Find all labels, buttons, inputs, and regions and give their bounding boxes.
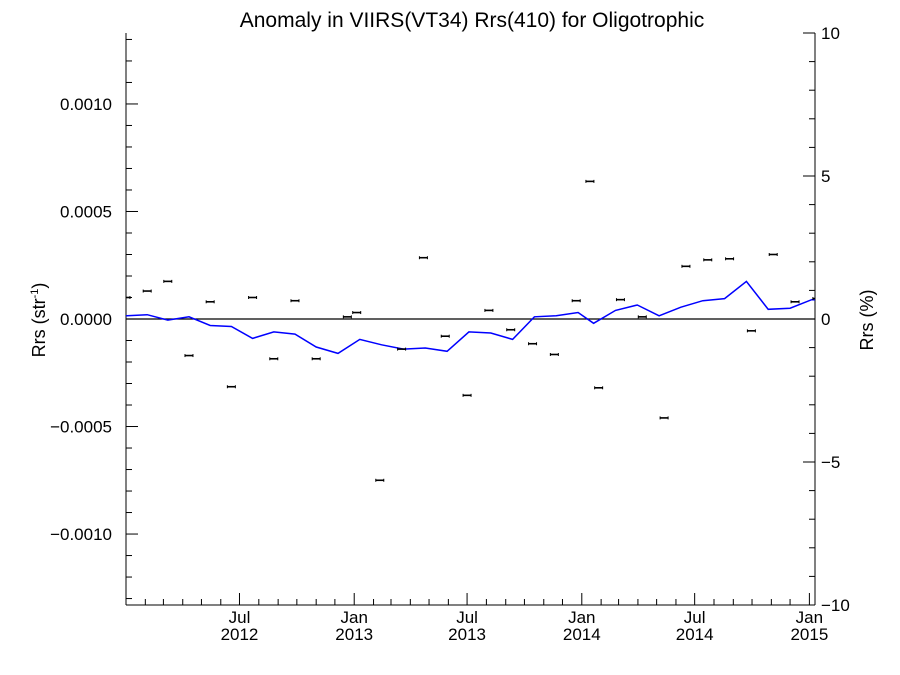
blue-series-line — [126, 280, 815, 355]
data-point — [269, 357, 279, 361]
x-tick-label-year: 2013 — [335, 625, 373, 644]
y-tick-label-right: 5 — [821, 167, 830, 186]
data-point — [768, 252, 778, 256]
y-tick-label-left: 0.0005 — [60, 202, 112, 221]
data-point — [746, 329, 756, 333]
y-axis-label-right: Rrs (%) — [857, 290, 877, 351]
data-point — [342, 315, 352, 319]
data-point — [790, 300, 800, 304]
x-tick-label-year: 2015 — [790, 625, 828, 644]
y-tick-label-left: 0.0010 — [60, 95, 112, 114]
x-tick-label-month: Jul — [456, 608, 478, 627]
x-tick-label-month: Jan — [568, 608, 595, 627]
y-tick-label-right: 0 — [821, 310, 830, 329]
data-point — [205, 300, 215, 304]
x-tick-label-month: Jan — [341, 608, 368, 627]
points-series-layer — [126, 179, 886, 482]
data-point — [571, 299, 581, 303]
data-point — [142, 289, 152, 293]
y-axis-label-left-close: ) — [29, 283, 49, 289]
y-axis-label-left: Rrs (str-1) — [29, 283, 49, 358]
x-axis: Jul2012Jan2013Jul2013Jan2014Jul2014Jan20… — [144, 593, 828, 644]
x-tick-label-year: 2014 — [676, 625, 714, 644]
data-point — [528, 342, 538, 346]
y-tick-label-left: 0.0000 — [60, 310, 112, 329]
data-point — [812, 297, 815, 301]
data-point — [681, 264, 691, 268]
y-tick-label-right: −5 — [821, 453, 840, 472]
data-point — [184, 354, 194, 358]
x-tick-label-year: 2014 — [563, 625, 601, 644]
x-tick-label-year: 2013 — [448, 625, 486, 644]
y-tick-label-left: −0.0005 — [50, 418, 112, 437]
data-point — [585, 179, 595, 183]
y-axis-label-left-sup: -1 — [29, 289, 41, 299]
data-point — [352, 311, 362, 315]
data-point — [248, 295, 258, 299]
right-y-axis: 10 5 0 −5 −10 — [803, 24, 850, 615]
chart-title: Anomaly in VIIRS(VT34) Rrs(410) for Olig… — [240, 9, 705, 32]
data-point — [594, 386, 604, 390]
data-point — [725, 257, 735, 261]
data-point — [226, 385, 236, 389]
data-point — [637, 315, 647, 319]
x-tick-label-month: Jan — [796, 608, 823, 627]
data-point — [311, 357, 321, 361]
data-point — [418, 256, 428, 260]
data-point — [878, 194, 886, 197]
data-point — [703, 258, 713, 262]
data-point — [484, 308, 494, 312]
x-tick-label-year: 2012 — [221, 625, 259, 644]
y-tick-label-left: −0.0010 — [50, 525, 112, 544]
data-point — [549, 352, 559, 356]
x-tick-label-month: Jul — [684, 608, 706, 627]
data-point — [163, 279, 173, 283]
y-tick-label-right: 10 — [821, 24, 840, 43]
y-axis-label-left-main: Rrs (str — [29, 298, 49, 357]
data-point — [506, 328, 516, 332]
x-tick-label-month: Jul — [229, 608, 251, 627]
data-point — [397, 347, 407, 351]
data-point — [659, 416, 669, 420]
blue-series-layer — [126, 280, 815, 355]
data-point — [857, 255, 865, 258]
data-point — [615, 298, 625, 302]
data-point — [290, 299, 300, 303]
y-tick-label-right: −10 — [821, 596, 850, 615]
data-point — [375, 478, 385, 482]
data-point — [440, 334, 450, 338]
data-point — [462, 393, 472, 397]
left-y-axis: 0.0010 0.0005 0.0000 −0.0005 −0.0010 — [50, 38, 138, 600]
